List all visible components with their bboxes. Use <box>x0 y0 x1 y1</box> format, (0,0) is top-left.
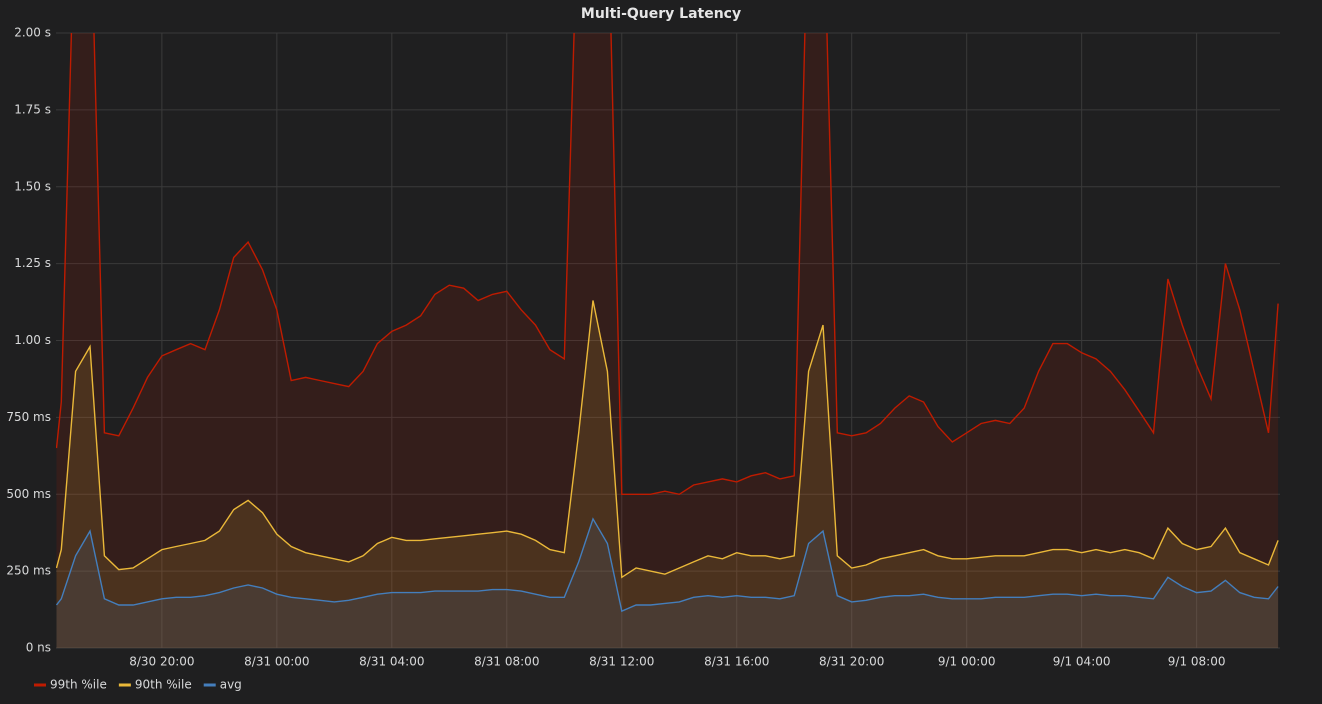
x-tick-label: 8/31 16:00 <box>704 655 769 669</box>
y-tick-label: 1.25 s <box>14 256 51 270</box>
legend-label: avg <box>220 678 242 692</box>
series-line <box>56 33 1279 496</box>
x-tick-label: 8/31 08:00 <box>474 655 539 669</box>
y-tick-label: 0 ns <box>26 641 51 655</box>
y-tick-label: 1.75 s <box>14 102 51 116</box>
y-tick-label: 1.50 s <box>14 179 51 193</box>
axes: 0 ns 250 ms 500 ms 750 ms 1.00 s 1.25 s 1.50 s… <box>6 26 1225 669</box>
legend-label: 90th %ile <box>135 678 192 692</box>
series-line <box>56 517 1279 613</box>
area-fill <box>56 518 1279 648</box>
legend: 99th %ile 90th %ile avg <box>34 678 242 692</box>
x-tick-label: 9/1 04:00 <box>1053 655 1111 669</box>
area-fill <box>56 33 1279 648</box>
y-tick-label: 2.00 s <box>14 26 51 40</box>
x-tick-label: 8/31 12:00 <box>589 655 654 669</box>
y-tick-label: 500 ms <box>6 487 51 501</box>
x-tick-label: 9/1 00:00 <box>938 655 996 669</box>
plot-area <box>56 33 1279 648</box>
x-tick-label: 8/31 00:00 <box>244 655 309 669</box>
x-tick-label: 9/1 08:00 <box>1168 655 1226 669</box>
chart-title: Multi-Query Latency <box>581 6 741 22</box>
area-fill <box>56 300 1279 648</box>
y-tick-label: 250 ms <box>6 564 51 578</box>
legend-label: 99th %ile <box>50 678 107 692</box>
y-tick-label: 750 ms <box>6 410 51 424</box>
series-line <box>56 300 1279 579</box>
x-tick-label: 8/31 20:00 <box>819 655 884 669</box>
x-tick-label: 8/31 04:00 <box>359 655 424 669</box>
x-tick-label: 8/30 20:00 <box>129 655 194 669</box>
y-tick-label: 1.00 s <box>14 333 51 347</box>
